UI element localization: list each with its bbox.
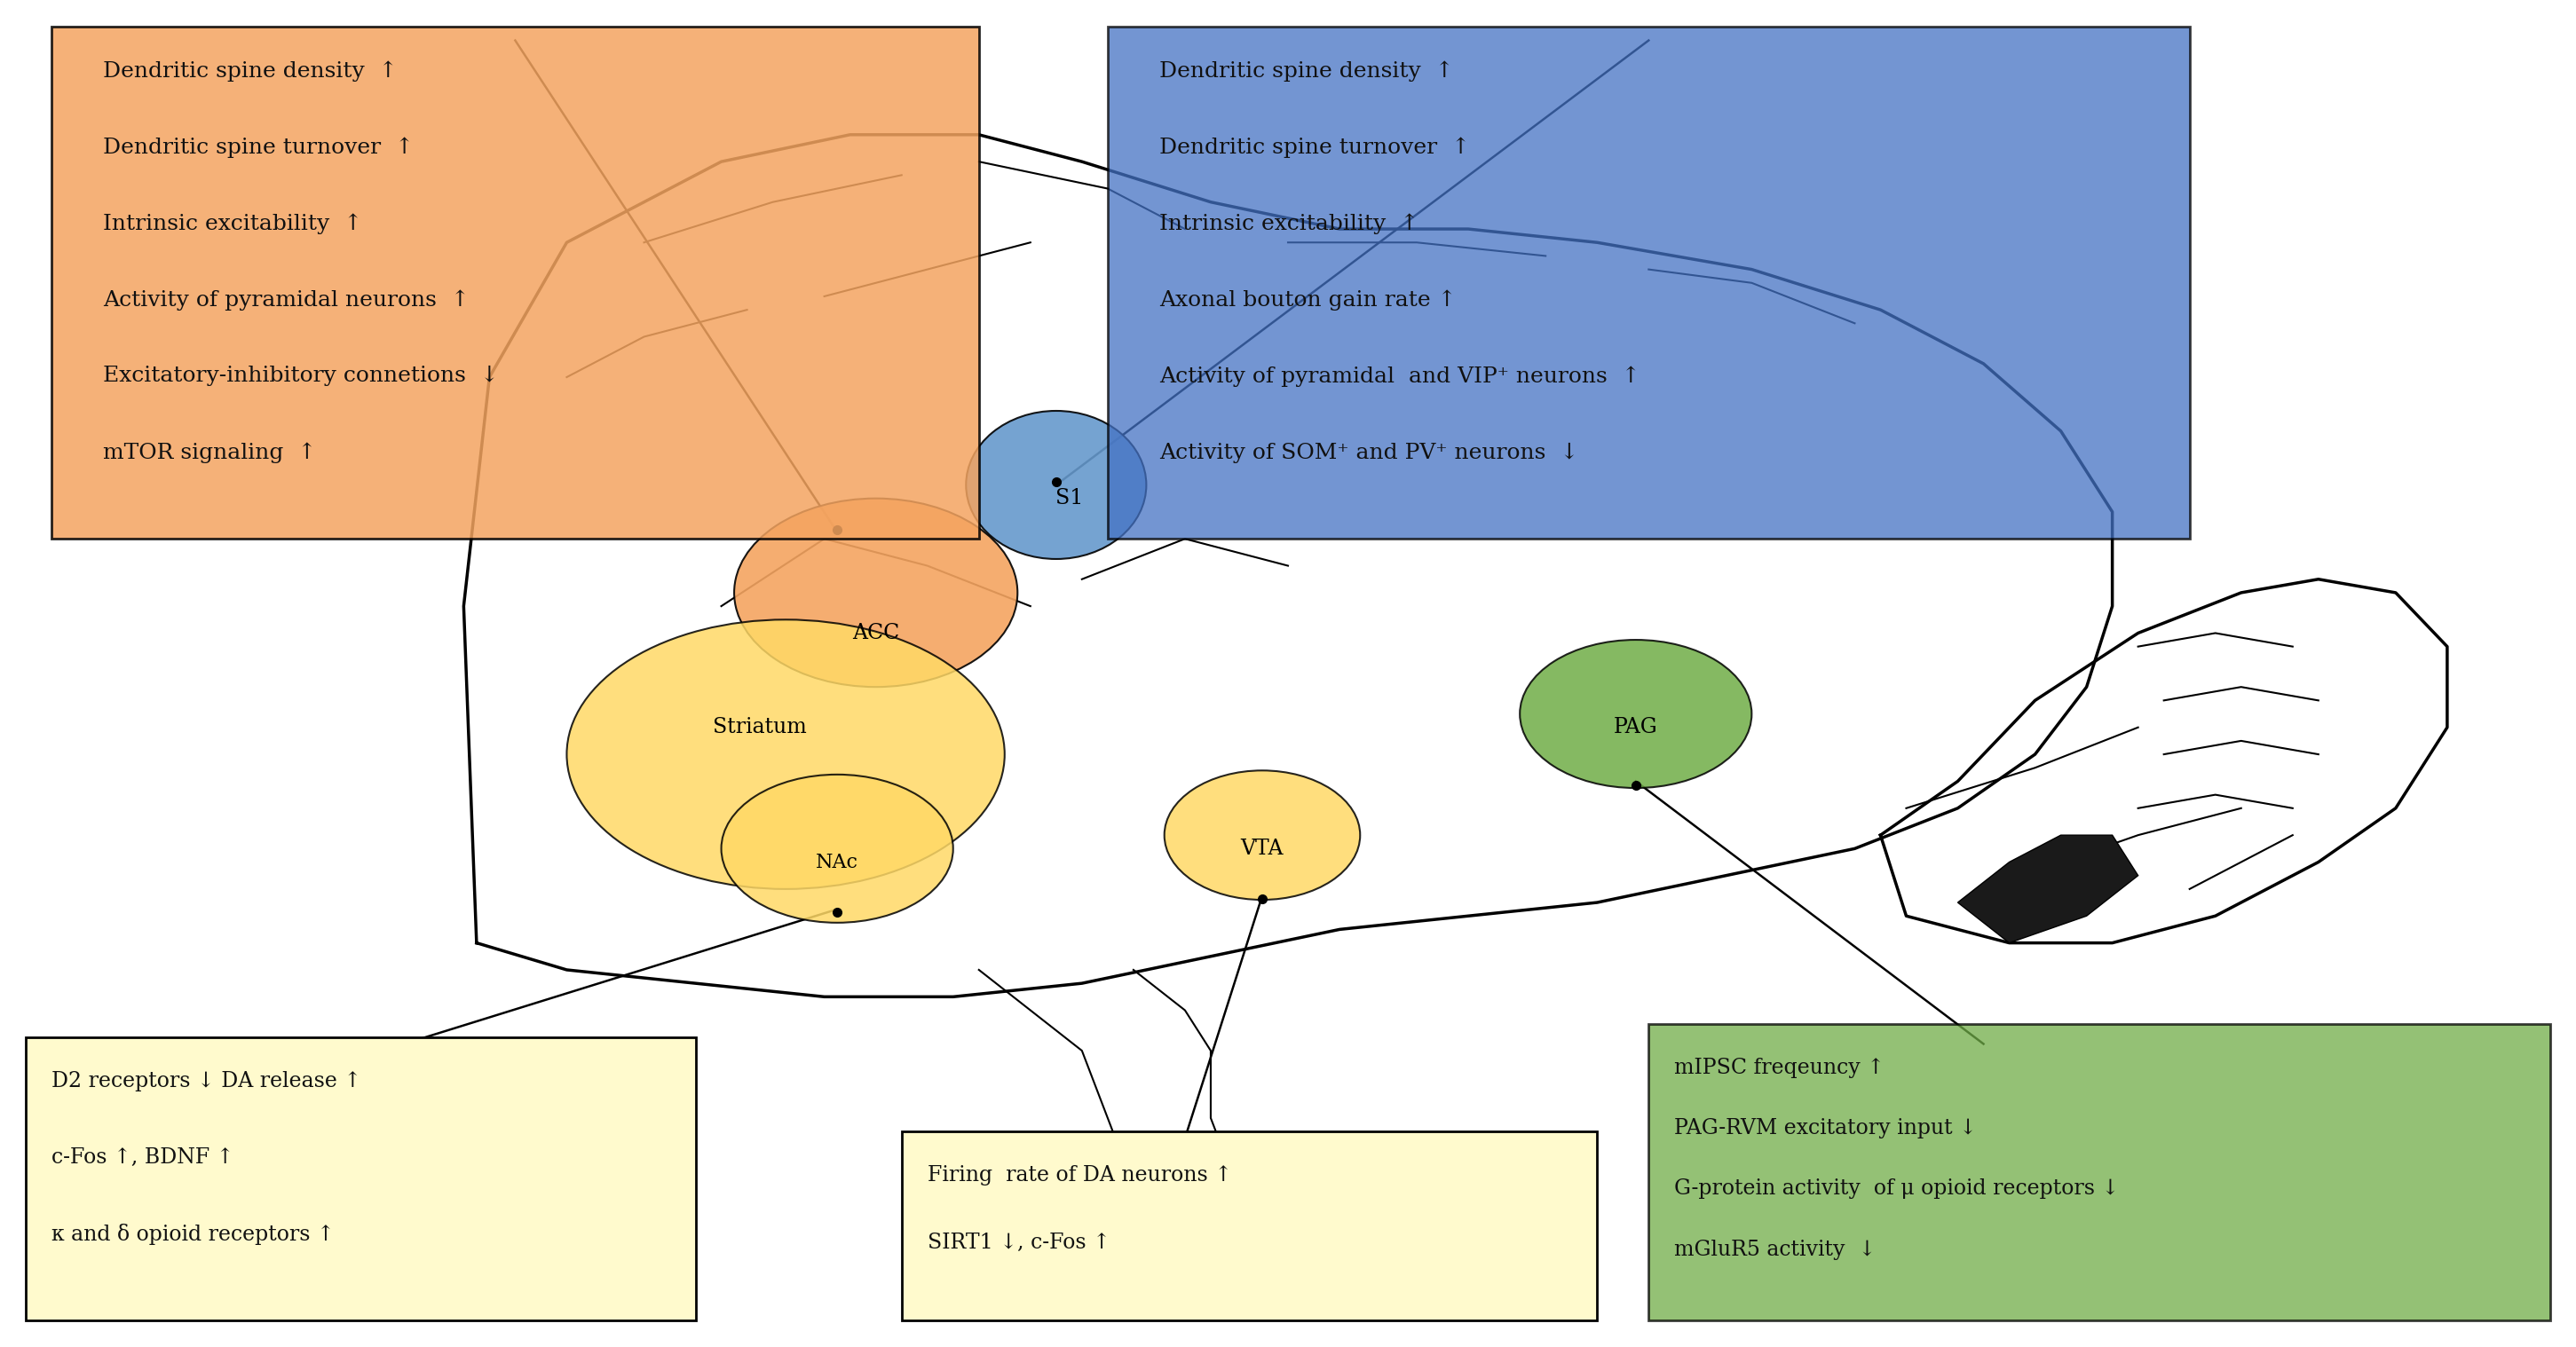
Text: Firing  rate of DA neurons ↑: Firing rate of DA neurons ↑ xyxy=(927,1165,1231,1185)
Text: VTA: VTA xyxy=(1242,838,1283,859)
Ellipse shape xyxy=(734,498,1018,687)
Text: Axonal bouton gain rate ↑: Axonal bouton gain rate ↑ xyxy=(1159,290,1455,311)
Text: NAc: NAc xyxy=(817,853,858,872)
Text: mTOR signaling  ↑: mTOR signaling ↑ xyxy=(103,442,317,463)
Text: S1: S1 xyxy=(1056,488,1082,509)
FancyBboxPatch shape xyxy=(902,1131,1597,1320)
Text: mGluR5 activity  ↓: mGluR5 activity ↓ xyxy=(1674,1239,1875,1259)
Text: c-Fos ↑, BDNF ↑: c-Fos ↑, BDNF ↑ xyxy=(52,1148,234,1168)
Text: Activity of SOM⁺ and PV⁺ neurons  ↓: Activity of SOM⁺ and PV⁺ neurons ↓ xyxy=(1159,442,1579,463)
Text: Dendritic spine density  ↑: Dendritic spine density ↑ xyxy=(1159,61,1453,82)
Ellipse shape xyxy=(1164,770,1360,900)
Text: Intrinsic excitability  ↑: Intrinsic excitability ↑ xyxy=(1159,213,1419,234)
Text: Excitatory-inhibitory connetions  ↓: Excitatory-inhibitory connetions ↓ xyxy=(103,366,500,387)
Text: PAG: PAG xyxy=(1613,717,1659,738)
Text: Dendritic spine turnover  ↑: Dendritic spine turnover ↑ xyxy=(103,137,415,158)
Polygon shape xyxy=(1958,835,2138,943)
Ellipse shape xyxy=(721,775,953,923)
Ellipse shape xyxy=(1520,640,1752,788)
Text: Striatum: Striatum xyxy=(714,717,806,738)
Text: mIPSC freqeuncy ↑: mIPSC freqeuncy ↑ xyxy=(1674,1057,1886,1078)
FancyBboxPatch shape xyxy=(1108,27,2190,539)
FancyBboxPatch shape xyxy=(52,27,979,539)
Text: Activity of pyramidal  and VIP⁺ neurons  ↑: Activity of pyramidal and VIP⁺ neurons ↑ xyxy=(1159,366,1641,387)
Text: κ and δ opioid receptors ↑: κ and δ opioid receptors ↑ xyxy=(52,1223,335,1245)
Text: D2 receptors ↓ DA release ↑: D2 receptors ↓ DA release ↑ xyxy=(52,1071,361,1091)
Ellipse shape xyxy=(966,411,1146,559)
Text: Intrinsic excitability  ↑: Intrinsic excitability ↑ xyxy=(103,213,363,234)
Text: PAG-RVM excitatory input ↓: PAG-RVM excitatory input ↓ xyxy=(1674,1118,1976,1138)
Text: ACC: ACC xyxy=(853,622,899,644)
FancyBboxPatch shape xyxy=(26,1037,696,1320)
Text: Dendritic spine turnover  ↑: Dendritic spine turnover ↑ xyxy=(1159,137,1471,158)
FancyBboxPatch shape xyxy=(1649,1024,2550,1320)
Text: Activity of pyramidal neurons  ↑: Activity of pyramidal neurons ↑ xyxy=(103,290,469,311)
Text: SIRT1 ↓, c-Fos ↑: SIRT1 ↓, c-Fos ↑ xyxy=(927,1233,1110,1253)
Ellipse shape xyxy=(567,620,1005,889)
Text: Dendritic spine density  ↑: Dendritic spine density ↑ xyxy=(103,61,397,82)
Text: G-protein activity  of μ opioid receptors ↓: G-protein activity of μ opioid receptors… xyxy=(1674,1179,2120,1199)
